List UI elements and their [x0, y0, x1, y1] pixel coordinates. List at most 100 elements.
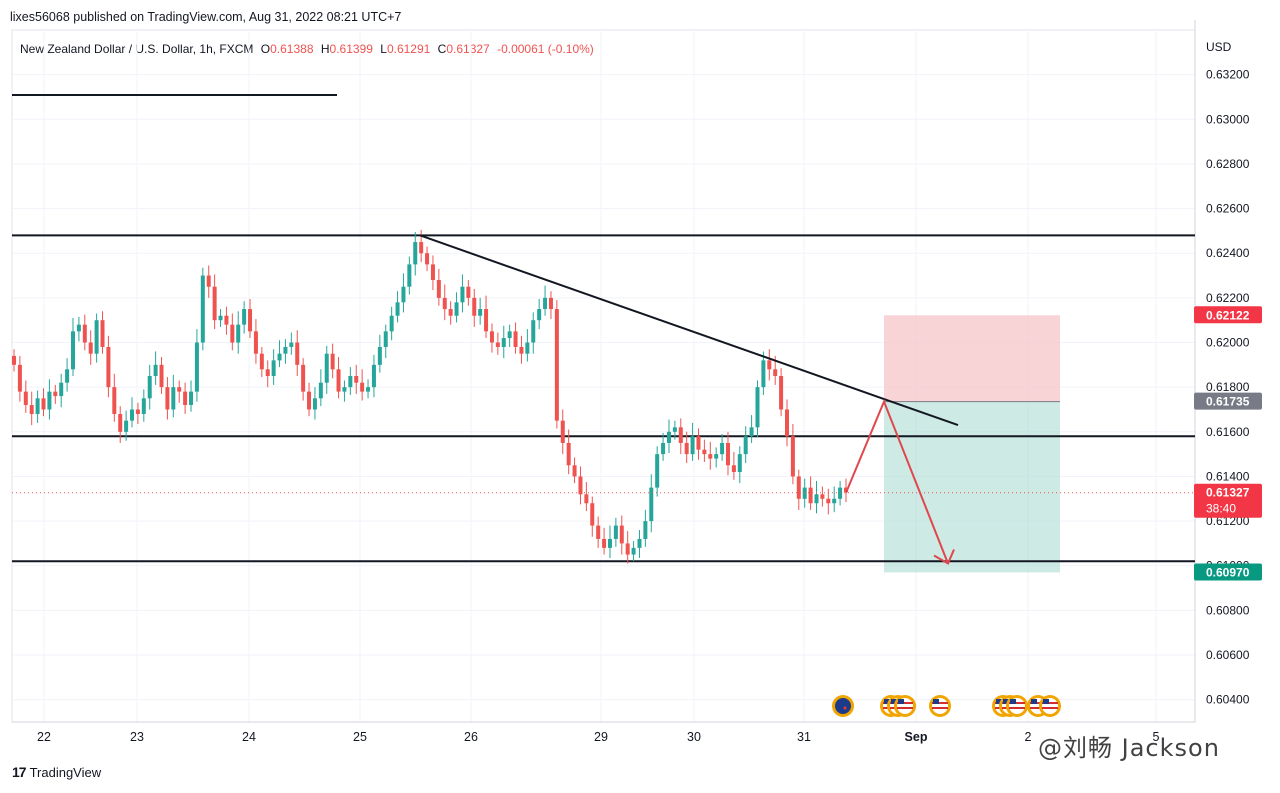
- candle-body: [436, 280, 441, 298]
- candle-body: [714, 454, 719, 459]
- candle-body: [47, 391, 52, 410]
- current-price-badge: [1194, 483, 1262, 518]
- candle-body: [23, 391, 28, 406]
- stop-price-badge-text: 0.62122: [1206, 308, 1250, 322]
- candle-body: [501, 338, 506, 347]
- y-tick-label: 0.62400: [1206, 246, 1250, 260]
- y-tick-label: 0.61400: [1206, 469, 1250, 483]
- flag-canton: [1043, 699, 1049, 704]
- candle-body: [590, 503, 595, 526]
- candle-body: [666, 431, 671, 443]
- candle-body: [708, 454, 713, 459]
- candle-body: [484, 309, 489, 332]
- candle-body: [572, 465, 577, 477]
- candle-body: [289, 342, 294, 347]
- low-label: L: [380, 42, 387, 56]
- candle-body: [690, 436, 695, 455]
- candle-body: [761, 360, 766, 388]
- y-tick-label: 0.62200: [1206, 291, 1250, 305]
- candle-body: [277, 353, 282, 361]
- candle-body: [425, 253, 430, 265]
- candle-body: [743, 436, 748, 455]
- candle-body: [684, 442, 689, 455]
- projection-path[interactable]: [845, 399, 949, 564]
- candle-body: [548, 297, 553, 310]
- target-price-badge-text: 0.60970: [1206, 565, 1250, 579]
- x-tick-label: 22: [37, 730, 51, 744]
- candle-body: [29, 405, 34, 414]
- flag-star: [843, 706, 847, 710]
- candle-body: [383, 331, 388, 347]
- current-price-badge-text: 0.61327: [1206, 486, 1250, 500]
- symbol-legend: New Zealand Dollar / U.S. Dollar, 1h, FX…: [20, 42, 594, 56]
- candle-body: [602, 538, 607, 548]
- candle-body: [194, 342, 199, 392]
- candle-body: [596, 525, 601, 539]
- candle-body: [578, 476, 583, 495]
- flag-canton: [1031, 699, 1037, 704]
- candle-body: [82, 324, 87, 343]
- high-value: 0.61399: [329, 42, 373, 56]
- take-profit-zone[interactable]: [884, 401, 1060, 573]
- candle-body: [637, 538, 642, 548]
- candle-body: [513, 331, 518, 347]
- y-tick-label: 0.62800: [1206, 157, 1250, 171]
- candle-body: [696, 436, 701, 450]
- flag-stripe: [1042, 707, 1058, 709]
- candle-body: [218, 315, 223, 321]
- flag-stripe: [1009, 702, 1025, 704]
- x-tick-label: Sep: [905, 730, 928, 744]
- candle-body: [472, 297, 477, 316]
- y-tick-label: 0.62600: [1206, 202, 1250, 216]
- candle-body: [283, 346, 288, 354]
- flag-canton: [898, 699, 904, 704]
- x-tick-label: 30: [687, 730, 701, 744]
- candle-body: [366, 387, 371, 392]
- y-tick-label: 0.63200: [1206, 68, 1250, 82]
- candle-body: [177, 387, 182, 392]
- candle-body: [76, 324, 81, 332]
- candle-body: [442, 297, 447, 310]
- candle-body: [206, 275, 211, 287]
- x-tick-label: 2: [1025, 730, 1032, 744]
- stop-loss-zone[interactable]: [884, 315, 1060, 402]
- candle-body: [820, 494, 825, 499]
- author-watermark: @刘畅 Jackson: [1038, 728, 1220, 763]
- watermark-text: @刘畅 Jackson: [1038, 734, 1220, 762]
- tradingview-logo[interactable]: 17 TradingView: [12, 764, 101, 780]
- flag-canton: [1010, 699, 1016, 704]
- candle-body: [53, 391, 58, 397]
- trendline[interactable]: [419, 234, 959, 427]
- candle-body: [12, 355, 16, 365]
- candle-body: [360, 382, 365, 392]
- candle-body: [265, 369, 270, 376]
- candle-body: [649, 487, 654, 522]
- candle-body: [183, 391, 188, 406]
- candle-body: [71, 331, 76, 370]
- target-price-badge: [1194, 563, 1262, 581]
- candle-body: [773, 369, 778, 376]
- y-tick-label: 0.60600: [1206, 648, 1250, 662]
- candle-body: [702, 449, 707, 455]
- y-tick-label: 0.61800: [1206, 380, 1250, 394]
- x-tick-label: 5: [1153, 730, 1160, 744]
- candle-body: [413, 242, 418, 265]
- candle-body: [737, 454, 742, 472]
- candle-body: [135, 409, 140, 414]
- candle-body: [200, 275, 205, 343]
- close-value: 0.61327: [446, 42, 490, 56]
- flag-stripe: [897, 702, 913, 704]
- projection-arrowhead: [933, 549, 955, 565]
- candle-body: [826, 498, 831, 504]
- candle-body: [248, 309, 253, 332]
- candle-body: [307, 391, 312, 410]
- candle-body: [655, 454, 660, 488]
- candle-body: [189, 391, 194, 406]
- candle-body: [106, 346, 111, 388]
- candle-body: [725, 442, 730, 466]
- x-tick-label: 25: [353, 730, 367, 744]
- candle-body: [560, 420, 565, 443]
- candle-body: [271, 360, 276, 376]
- candle-body: [401, 286, 406, 303]
